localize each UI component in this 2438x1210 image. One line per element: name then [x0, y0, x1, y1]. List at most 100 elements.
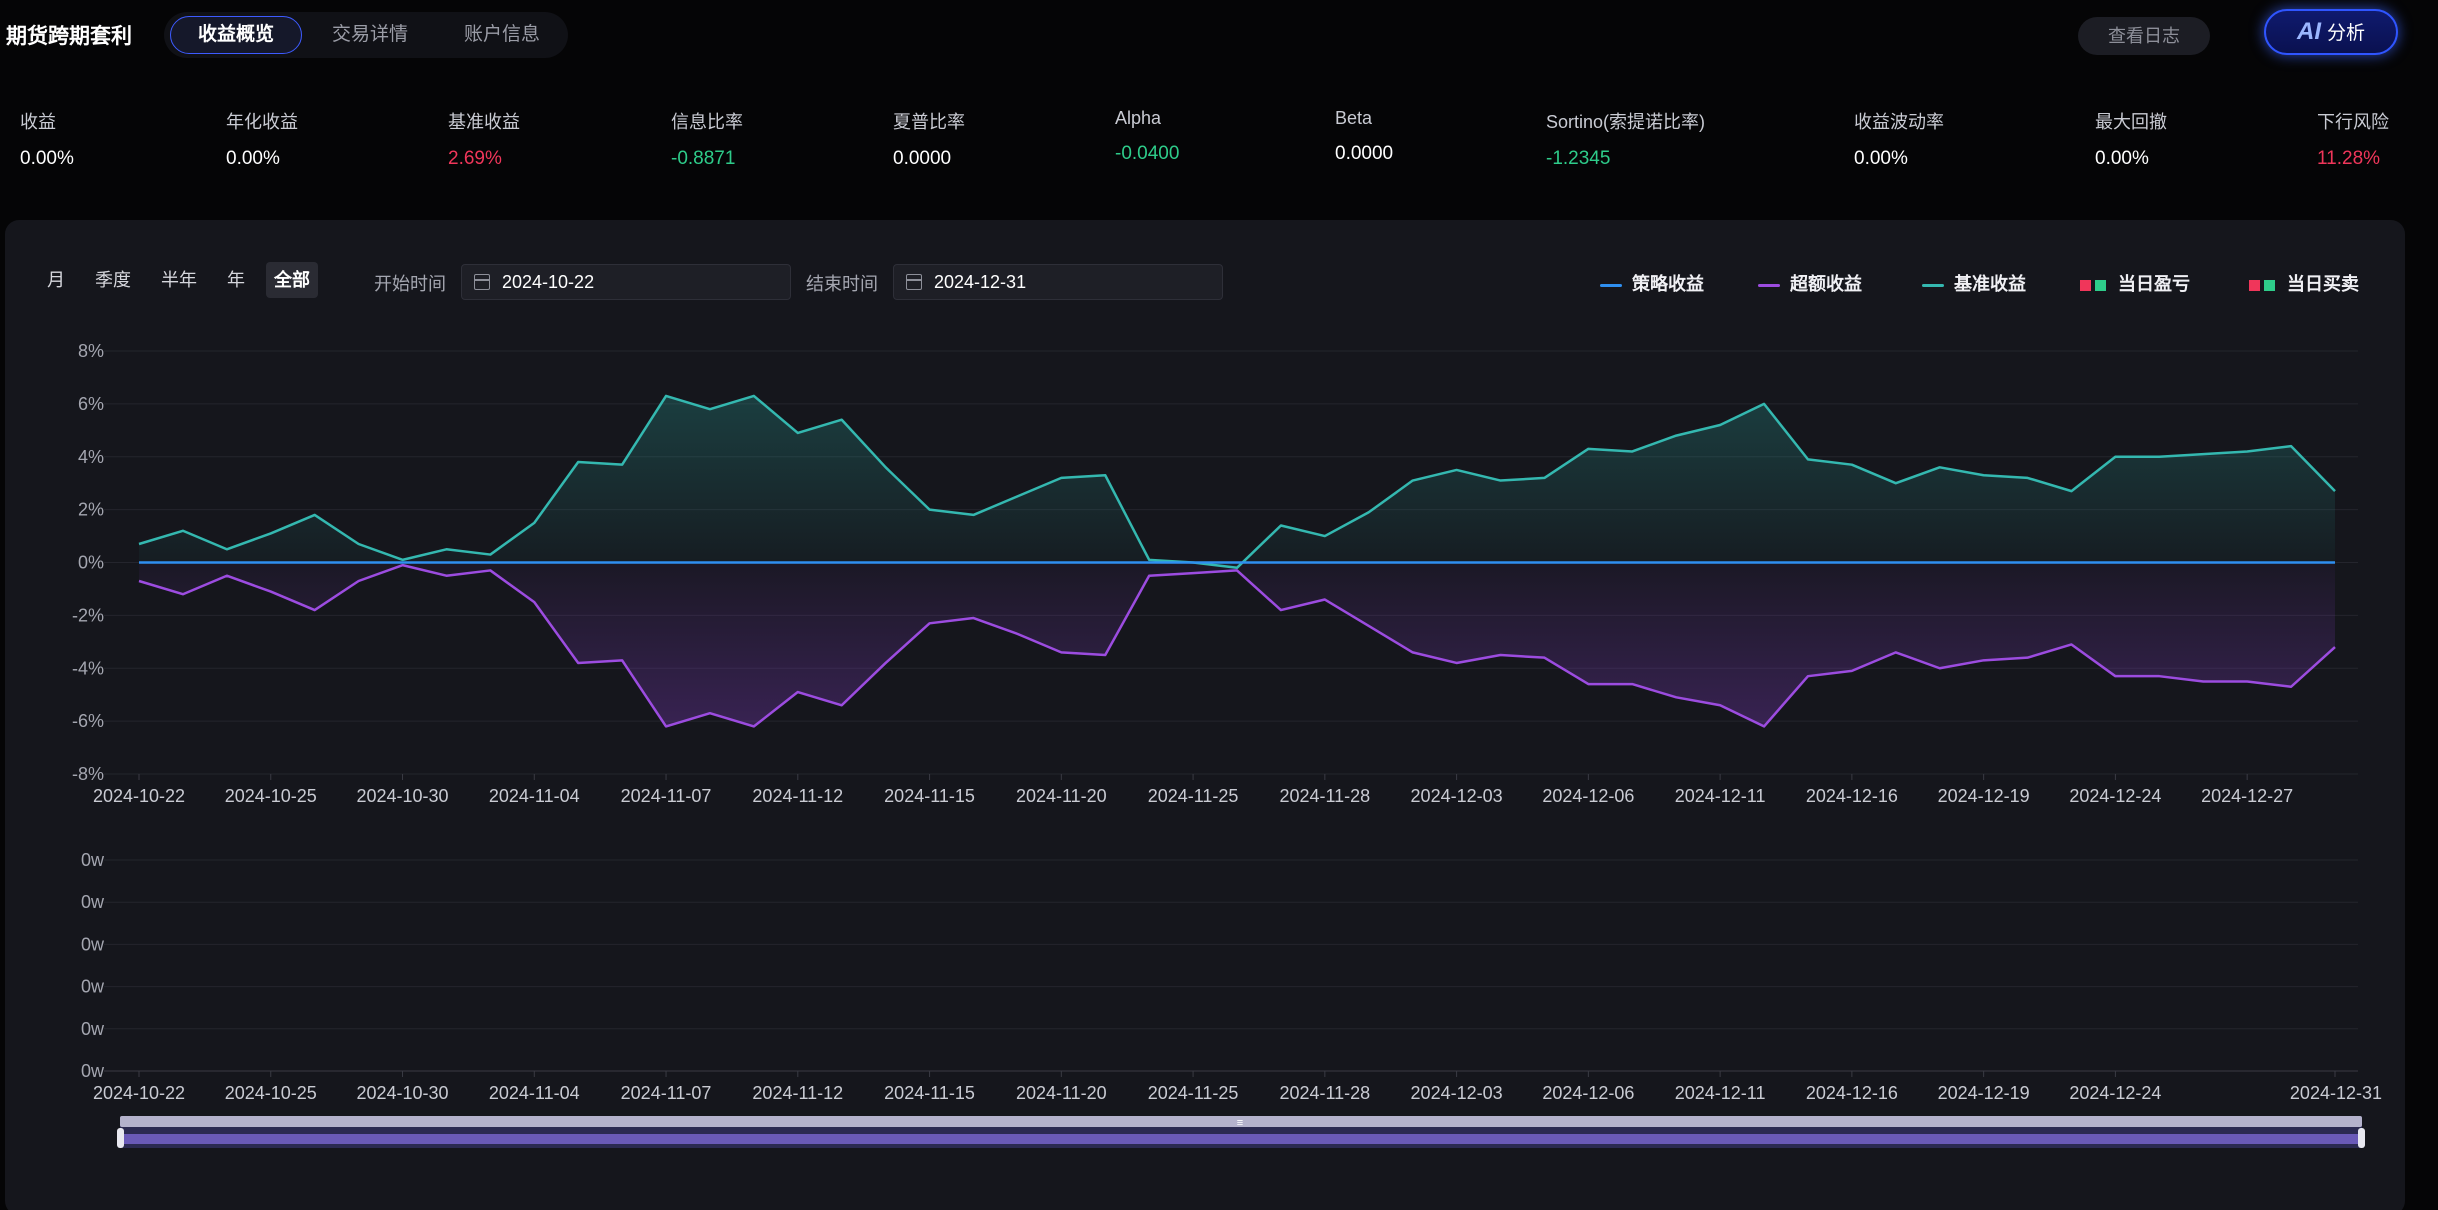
metric-label: 夏普比率 [893, 112, 965, 132]
range-slider[interactable]: ≡ [117, 1116, 2365, 1148]
metric-label: 收益 [20, 112, 56, 132]
end-date-label: 结束时间 [806, 274, 878, 294]
x-tick-label: 2024-10-25 [225, 1083, 317, 1103]
benchmark-return-line-area [139, 395, 2335, 568]
metric-label: Alpha [1115, 108, 1162, 128]
period-month[interactable]: 月 [47, 270, 65, 290]
view-log-button[interactable]: 查看日志 [2078, 17, 2210, 55]
metric-label: 下行风险 [2317, 112, 2389, 132]
x-tick-label: 2024-10-30 [356, 786, 448, 806]
x-tick-label: 2024-11-04 [489, 786, 580, 806]
metric-sharpe-ratio: 夏普比率 0.0000 [893, 108, 965, 170]
y-tick-label: 0w [81, 892, 105, 912]
ai-analysis-button[interactable]: AI 分析 [2264, 9, 2398, 55]
slider-window[interactable] [120, 1116, 2362, 1127]
excess-return-line-area [139, 562, 2335, 727]
metric-value: -1.2345 [1546, 148, 1611, 169]
tab-overview[interactable]: 收益概览 [170, 16, 302, 54]
y-tick-label: -8% [72, 764, 104, 784]
excess-return-line [138, 563, 2336, 728]
x-tick-label: 2024-12-16 [1806, 1083, 1898, 1103]
x-tick-label: 2024-12-03 [1411, 1083, 1503, 1103]
y-tick-label: 0w [81, 934, 105, 954]
top-bar: 期货跨期套利 收益概览 交易详情 账户信息 查看日志 AI 分析 [0, 0, 2438, 72]
slider-left-handle[interactable] [117, 1128, 124, 1148]
period-all[interactable]: 全部 [266, 262, 318, 298]
metric-label: Beta [1335, 108, 1373, 128]
metric-label: 信息比率 [671, 112, 743, 132]
x-tick-label: 2024-12-06 [1542, 1083, 1634, 1103]
x-tick-label: 2024-12-19 [1938, 1083, 2030, 1103]
legend-label: 策略收益 [1632, 274, 1704, 294]
calendar-icon [906, 274, 922, 290]
y-tick-label: 0w [81, 1061, 105, 1081]
metric-label: 基准收益 [448, 112, 520, 132]
metric-label: 年化收益 [226, 112, 298, 132]
app-title: 期货跨期套利 [6, 25, 132, 48]
y-tick-label: 0w [81, 977, 105, 997]
metric-information-ratio: 信息比率 -0.8871 [671, 108, 743, 170]
x-tick-label: 2024-11-25 [1148, 1083, 1239, 1103]
metric-max-drawdown: 最大回撤 0.00% [2095, 108, 2167, 170]
end-date-value: 2024-12-31 [934, 272, 1027, 292]
tab-trade-details[interactable]: 交易详情 [331, 24, 408, 45]
legend-daily-pnl[interactable]: 当日盈亏 [2080, 270, 2190, 296]
metric-value: 0.00% [1854, 148, 1908, 169]
y-tick-label: 8% [78, 341, 104, 361]
tab-account-info[interactable]: 账户信息 [463, 24, 540, 45]
x-tick-label: 2024-12-24 [2069, 1083, 2161, 1103]
metric-volatility: 收益波动率 0.00% [1854, 108, 1944, 170]
x-tick-label: 2024-10-22 [93, 1083, 185, 1103]
y-tick-label: 0% [78, 553, 104, 573]
return-line-chart: 8% 6% 4% 2% 0% -2% -4% -6% -8%2024-10-22 2024-10-… [72, 341, 2358, 806]
metric-downside-risk: 下行风险 11.28% [2317, 108, 2389, 170]
y-tick-label: 0w [81, 850, 105, 870]
y-tick-label: -2% [72, 605, 104, 625]
nav-tabs: 收益概览 交易详情 账户信息 [164, 12, 568, 58]
x-tick-label: 2024-12-16 [1806, 786, 1898, 806]
legend-benchmark-return[interactable]: 基准收益 [1922, 270, 2026, 296]
slider-right-handle[interactable] [2358, 1128, 2365, 1148]
y-tick-label: 6% [78, 394, 104, 414]
x-tick-label: 2024-11-07 [621, 1083, 712, 1103]
metric-label: 最大回撤 [2095, 112, 2167, 132]
legend-strategy-return[interactable]: 策略收益 [1600, 270, 1704, 296]
x-tick-label: 2024-11-07 [621, 786, 712, 806]
x-tick-label: 2024-11-25 [1148, 786, 1239, 806]
start-date-input[interactable]: 2024-10-22 [461, 264, 791, 300]
x-tick-label: 2024-12-06 [1542, 786, 1634, 806]
end-date-input[interactable]: 2024-12-31 [893, 264, 1223, 300]
slider-drag-icon[interactable]: ≡ [1237, 1117, 1243, 1129]
y-tick-label: 4% [78, 447, 104, 467]
metric-value: 0.0000 [893, 148, 952, 169]
x-tick-label: 2024-12-27 [2201, 786, 2293, 806]
metric-value: -0.0400 [1115, 143, 1180, 164]
legend-square-icon [2264, 279, 2275, 291]
ai-button-label: 分析 [2326, 23, 2365, 44]
legend-label: 基准收益 [1954, 274, 2026, 294]
period-half-year[interactable]: 半年 [161, 270, 197, 290]
period-quarter[interactable]: 季度 [95, 270, 131, 290]
x-tick-label: 2024-10-22 [93, 786, 185, 806]
x-tick-label: 2024-12-03 [1411, 786, 1503, 806]
legend-excess-return[interactable]: 超额收益 [1758, 270, 1862, 296]
legend-square-icon [2080, 279, 2091, 291]
metrics-row: 收益 0.00% 年化收益 0.00% 基准收益 2.69% 信息比率 -0.8871 … [0, 108, 2438, 188]
legend-line-icon [1922, 283, 1944, 287]
legend-line-icon [1600, 283, 1622, 287]
x-tick-label: 2024-11-12 [752, 786, 843, 806]
period-year[interactable]: 年 [227, 270, 245, 290]
metric-value: 0.00% [20, 148, 74, 169]
metric-alpha: Alpha -0.0400 [1115, 108, 1179, 165]
x-tick-label: 2024-11-28 [1279, 1083, 1370, 1103]
metric-value: 0.00% [2095, 148, 2149, 169]
legend-daily-trades[interactable]: 当日买卖 [2249, 270, 2359, 296]
legend-square-icon [2095, 279, 2106, 291]
metric-value: -0.8871 [671, 148, 736, 169]
legend-label: 超额收益 [1790, 274, 1862, 294]
metric-benchmark-return: 基准收益 2.69% [448, 108, 520, 170]
benchmark-return-line [138, 394, 2336, 570]
metric-label: Sortino(索提诺比率) [1546, 112, 1706, 132]
